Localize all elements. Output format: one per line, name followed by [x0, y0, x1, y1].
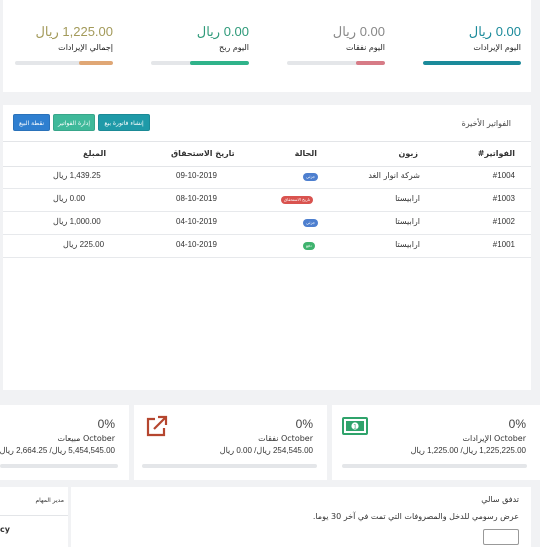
invoice-amount: 0.00 ريال	[53, 194, 86, 203]
invoice-number[interactable]: #1004	[492, 171, 515, 180]
invoice-number[interactable]: #1003	[492, 194, 515, 203]
table-row[interactable]: #1001 ارابيستا دفع 04-10-2019 225.00 ريا…	[3, 234, 531, 258]
task-manager-title: مدير المهام	[35, 497, 64, 504]
kpi-expenses-card: 0% October نفقات 254,545.00 ريال/ 0.00 ر…	[134, 405, 327, 480]
cash-flow-description: عرض رسومي للدخل والمصروفات التي تمت في آ…	[312, 512, 519, 521]
point-of-sale-button[interactable]: نقطة البيع	[13, 114, 50, 131]
kpi-percent: 0%	[97, 417, 115, 431]
invoice-due-date: 09-10-2019	[176, 171, 217, 180]
invoices-title: الفواتير الأخيرة	[461, 119, 511, 128]
table-fragment: cy	[0, 525, 10, 534]
invoice-customer: ارابيستا	[395, 240, 420, 249]
stat-value: 0.00 ريال	[332, 24, 385, 39]
kpi-sales-card: 0% October مبيعات 5,454,545.00 ريال/ 2,6…	[0, 405, 129, 480]
manage-invoices-button[interactable]: إدارة الفواتير	[53, 114, 95, 131]
invoice-number[interactable]: #1001	[492, 240, 515, 249]
invoice-due-date: 08-10-2019	[176, 194, 217, 203]
kpi-title: October الإيرادات	[462, 434, 526, 443]
money-icon: 1	[342, 417, 368, 435]
invoice-customer: ارابيستا	[395, 194, 420, 203]
status-badge: جزئي	[303, 173, 319, 181]
recent-invoices-card: الفواتير الأخيرة نقطة البيع إدارة الفوات…	[3, 105, 531, 390]
kpi-title: October نفقات	[258, 434, 313, 443]
stat-progress-bar	[151, 61, 249, 65]
stat-progress-bar	[15, 61, 113, 65]
stat-today-expenses: 0.00 ريال اليوم نفقات	[287, 24, 385, 54]
header-status: الحالة	[294, 149, 317, 158]
stat-value: 0.00 ريال	[196, 24, 249, 39]
external-link-icon	[146, 415, 168, 437]
header-number: الفواتير#	[477, 149, 515, 158]
table-row[interactable]: #1002 ارابيستا جزئي 04-10-2019 1,000.00 …	[3, 211, 531, 235]
stat-label: اليوم الإيرادات	[473, 43, 521, 52]
kpi-revenue-card: 1 0% October الإيرادات 1,225,225.00 ريال…	[332, 405, 540, 480]
stat-value: 1,225.00 ريال	[35, 24, 113, 39]
task-manager-card: مدير المهام cy	[0, 487, 68, 547]
header-customer: زبون	[398, 149, 418, 158]
kpi-progress-bar	[342, 464, 527, 468]
stat-today-profit: 0.00 ريال اليوم ربح	[151, 24, 249, 54]
cash-flow-title: تدفق سالي	[481, 495, 519, 504]
kpi-percent: 0%	[295, 417, 313, 431]
stat-progress-bar	[287, 61, 385, 65]
divider	[0, 515, 68, 516]
svg-text:1: 1	[353, 423, 357, 430]
header-due-date: تاريخ الاستحقاق	[171, 149, 235, 158]
create-sales-invoice-button[interactable]: إنشاء فاتورة بيع	[98, 114, 150, 131]
invoice-amount: 1,000.00 ريال	[53, 217, 101, 226]
invoice-amount: 1,439.25 ريال	[53, 171, 101, 180]
kpi-amounts: 1,225,225.00 ريال/ 1,225.00 ريال	[410, 446, 526, 455]
invoice-customer: ارابيستا	[395, 217, 420, 226]
stat-progress-bar	[423, 61, 521, 65]
kpi-progress-bar	[142, 464, 317, 468]
status-badge: تاريخ الاستحقاق	[281, 196, 314, 204]
invoice-amount: 225.00 ريال	[63, 240, 105, 249]
stat-label: اليوم نفقات	[346, 43, 385, 52]
kpi-progress-bar	[0, 464, 118, 468]
kpi-amounts: 5,454,545.00 ريال/ 2,664.25 ريال	[0, 446, 115, 455]
status-badge: جزئي	[303, 219, 319, 227]
invoice-customer: شركة انوار الغد	[368, 171, 420, 180]
kpi-percent: 0%	[508, 417, 526, 431]
table-header: الفواتير# زبون الحالة تاريخ الاستحقاق ال…	[3, 141, 531, 167]
cash-flow-card: تدفق سالي عرض رسومي للدخل والمصروفات الت…	[71, 487, 531, 547]
kpi-title: October مبيعات	[57, 434, 116, 443]
table-row[interactable]: #1004 شركة انوار الغد جزئي 09-10-2019 1,…	[3, 165, 531, 189]
stat-total-revenue: 1,225.00 ريال إجمالي الإيرادات	[15, 24, 113, 54]
invoice-due-date: 04-10-2019	[176, 217, 217, 226]
kpi-amounts: 254,545.00 ريال/ 0.00 ريال	[219, 446, 313, 455]
table-row[interactable]: #1003 ارابيستا تاريخ الاستحقاق 08-10-201…	[3, 188, 531, 212]
invoice-number[interactable]: #1002	[492, 217, 515, 226]
header-amount: المبلغ	[83, 149, 107, 158]
status-badge: دفع	[303, 242, 315, 250]
stat-value: 0.00 ريال	[468, 24, 521, 39]
stats-card: 0.00 ريال اليوم الإيرادات 0.00 ريال اليو…	[3, 0, 531, 92]
invoice-due-date: 04-10-2019	[176, 240, 217, 249]
stat-label: اليوم ربح	[219, 43, 249, 52]
period-select[interactable]	[483, 529, 519, 545]
stat-today-revenue: 0.00 ريال اليوم الإيرادات	[423, 24, 521, 54]
stat-label: إجمالي الإيرادات	[58, 43, 113, 52]
